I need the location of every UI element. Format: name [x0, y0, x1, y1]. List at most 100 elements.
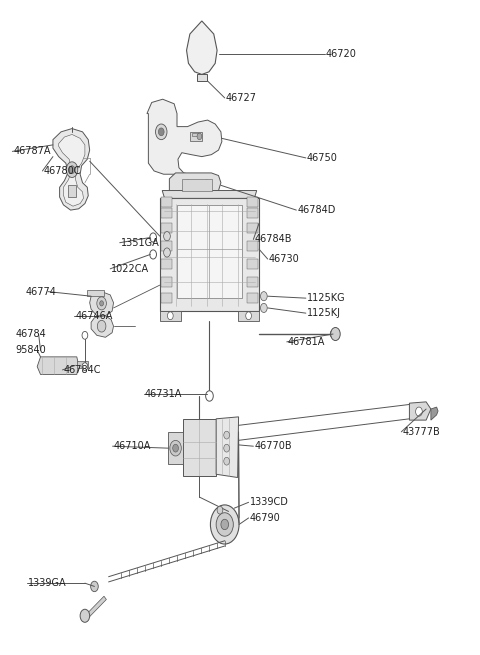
Text: 46746A: 46746A	[75, 310, 113, 321]
Polygon shape	[161, 208, 172, 218]
Circle shape	[100, 301, 104, 306]
Text: 46790: 46790	[250, 513, 280, 523]
Text: 46750: 46750	[307, 153, 338, 163]
Polygon shape	[87, 290, 104, 296]
Circle shape	[150, 250, 156, 259]
Circle shape	[156, 124, 167, 140]
Polygon shape	[247, 293, 258, 303]
Polygon shape	[91, 316, 114, 337]
Circle shape	[91, 581, 98, 591]
Polygon shape	[147, 99, 222, 174]
Circle shape	[261, 291, 267, 301]
Text: 1339GA: 1339GA	[28, 578, 66, 588]
Polygon shape	[37, 357, 79, 375]
Circle shape	[66, 162, 78, 178]
Text: 46720: 46720	[326, 48, 357, 58]
Circle shape	[224, 444, 229, 452]
Text: 1125KJ: 1125KJ	[307, 308, 341, 318]
Circle shape	[261, 303, 267, 312]
Circle shape	[246, 312, 252, 320]
Circle shape	[150, 233, 156, 242]
Polygon shape	[190, 132, 202, 141]
Polygon shape	[247, 223, 258, 233]
Polygon shape	[161, 197, 172, 207]
Text: 46780C: 46780C	[43, 166, 81, 176]
Text: 1125KG: 1125KG	[307, 293, 346, 303]
Text: 46774: 46774	[25, 287, 56, 297]
Polygon shape	[161, 223, 172, 233]
Circle shape	[82, 363, 88, 371]
Circle shape	[331, 328, 340, 341]
Text: 46727: 46727	[226, 93, 257, 103]
Polygon shape	[238, 311, 259, 321]
Polygon shape	[90, 291, 114, 316]
Text: 95840: 95840	[16, 345, 47, 355]
Circle shape	[224, 457, 229, 465]
Polygon shape	[182, 179, 212, 191]
Polygon shape	[168, 432, 183, 464]
Polygon shape	[162, 191, 257, 198]
Circle shape	[80, 609, 90, 622]
Text: 46787A: 46787A	[13, 147, 51, 157]
Polygon shape	[68, 185, 76, 197]
Polygon shape	[183, 419, 216, 476]
Text: 46784: 46784	[16, 329, 47, 339]
Polygon shape	[177, 205, 242, 298]
Text: 1339CD: 1339CD	[250, 497, 288, 507]
Polygon shape	[409, 402, 431, 420]
Text: 1351GA: 1351GA	[120, 238, 159, 248]
Circle shape	[170, 440, 181, 456]
Circle shape	[221, 519, 228, 530]
Circle shape	[216, 513, 233, 536]
Polygon shape	[192, 133, 199, 136]
Polygon shape	[247, 241, 258, 251]
Polygon shape	[160, 198, 259, 311]
Polygon shape	[160, 311, 181, 321]
Polygon shape	[59, 134, 85, 206]
Circle shape	[330, 330, 336, 338]
Polygon shape	[161, 293, 172, 303]
Polygon shape	[53, 128, 90, 210]
Circle shape	[97, 297, 107, 310]
Text: 46784D: 46784D	[297, 205, 336, 215]
Circle shape	[173, 444, 179, 452]
Text: 43777B: 43777B	[402, 427, 440, 437]
Polygon shape	[161, 277, 172, 287]
Circle shape	[184, 180, 192, 191]
Circle shape	[168, 312, 173, 320]
Polygon shape	[77, 362, 88, 368]
Polygon shape	[247, 208, 258, 218]
Circle shape	[82, 331, 88, 339]
Polygon shape	[187, 21, 217, 75]
Circle shape	[205, 391, 213, 402]
Polygon shape	[247, 259, 258, 269]
Text: 46781A: 46781A	[288, 337, 325, 347]
Polygon shape	[161, 259, 172, 269]
Circle shape	[158, 128, 164, 136]
Text: 1022CA: 1022CA	[111, 264, 149, 274]
Circle shape	[164, 232, 170, 241]
Text: 46784C: 46784C	[63, 365, 101, 375]
Circle shape	[97, 320, 106, 332]
Text: 46710A: 46710A	[114, 441, 151, 451]
Polygon shape	[85, 596, 107, 619]
Circle shape	[210, 505, 239, 544]
Polygon shape	[197, 75, 206, 81]
Circle shape	[416, 407, 422, 416]
Polygon shape	[161, 241, 172, 251]
Text: 46770B: 46770B	[254, 441, 292, 451]
Text: 46784B: 46784B	[254, 234, 292, 244]
Circle shape	[224, 431, 229, 439]
Polygon shape	[247, 197, 258, 207]
Circle shape	[164, 248, 170, 257]
Circle shape	[197, 133, 202, 140]
Polygon shape	[216, 417, 239, 477]
Polygon shape	[247, 277, 258, 287]
Text: 46731A: 46731A	[144, 389, 182, 399]
Text: 46730: 46730	[269, 254, 300, 264]
Circle shape	[217, 506, 223, 514]
Polygon shape	[431, 407, 438, 420]
Circle shape	[203, 180, 210, 191]
Polygon shape	[169, 173, 221, 197]
Circle shape	[69, 166, 75, 174]
